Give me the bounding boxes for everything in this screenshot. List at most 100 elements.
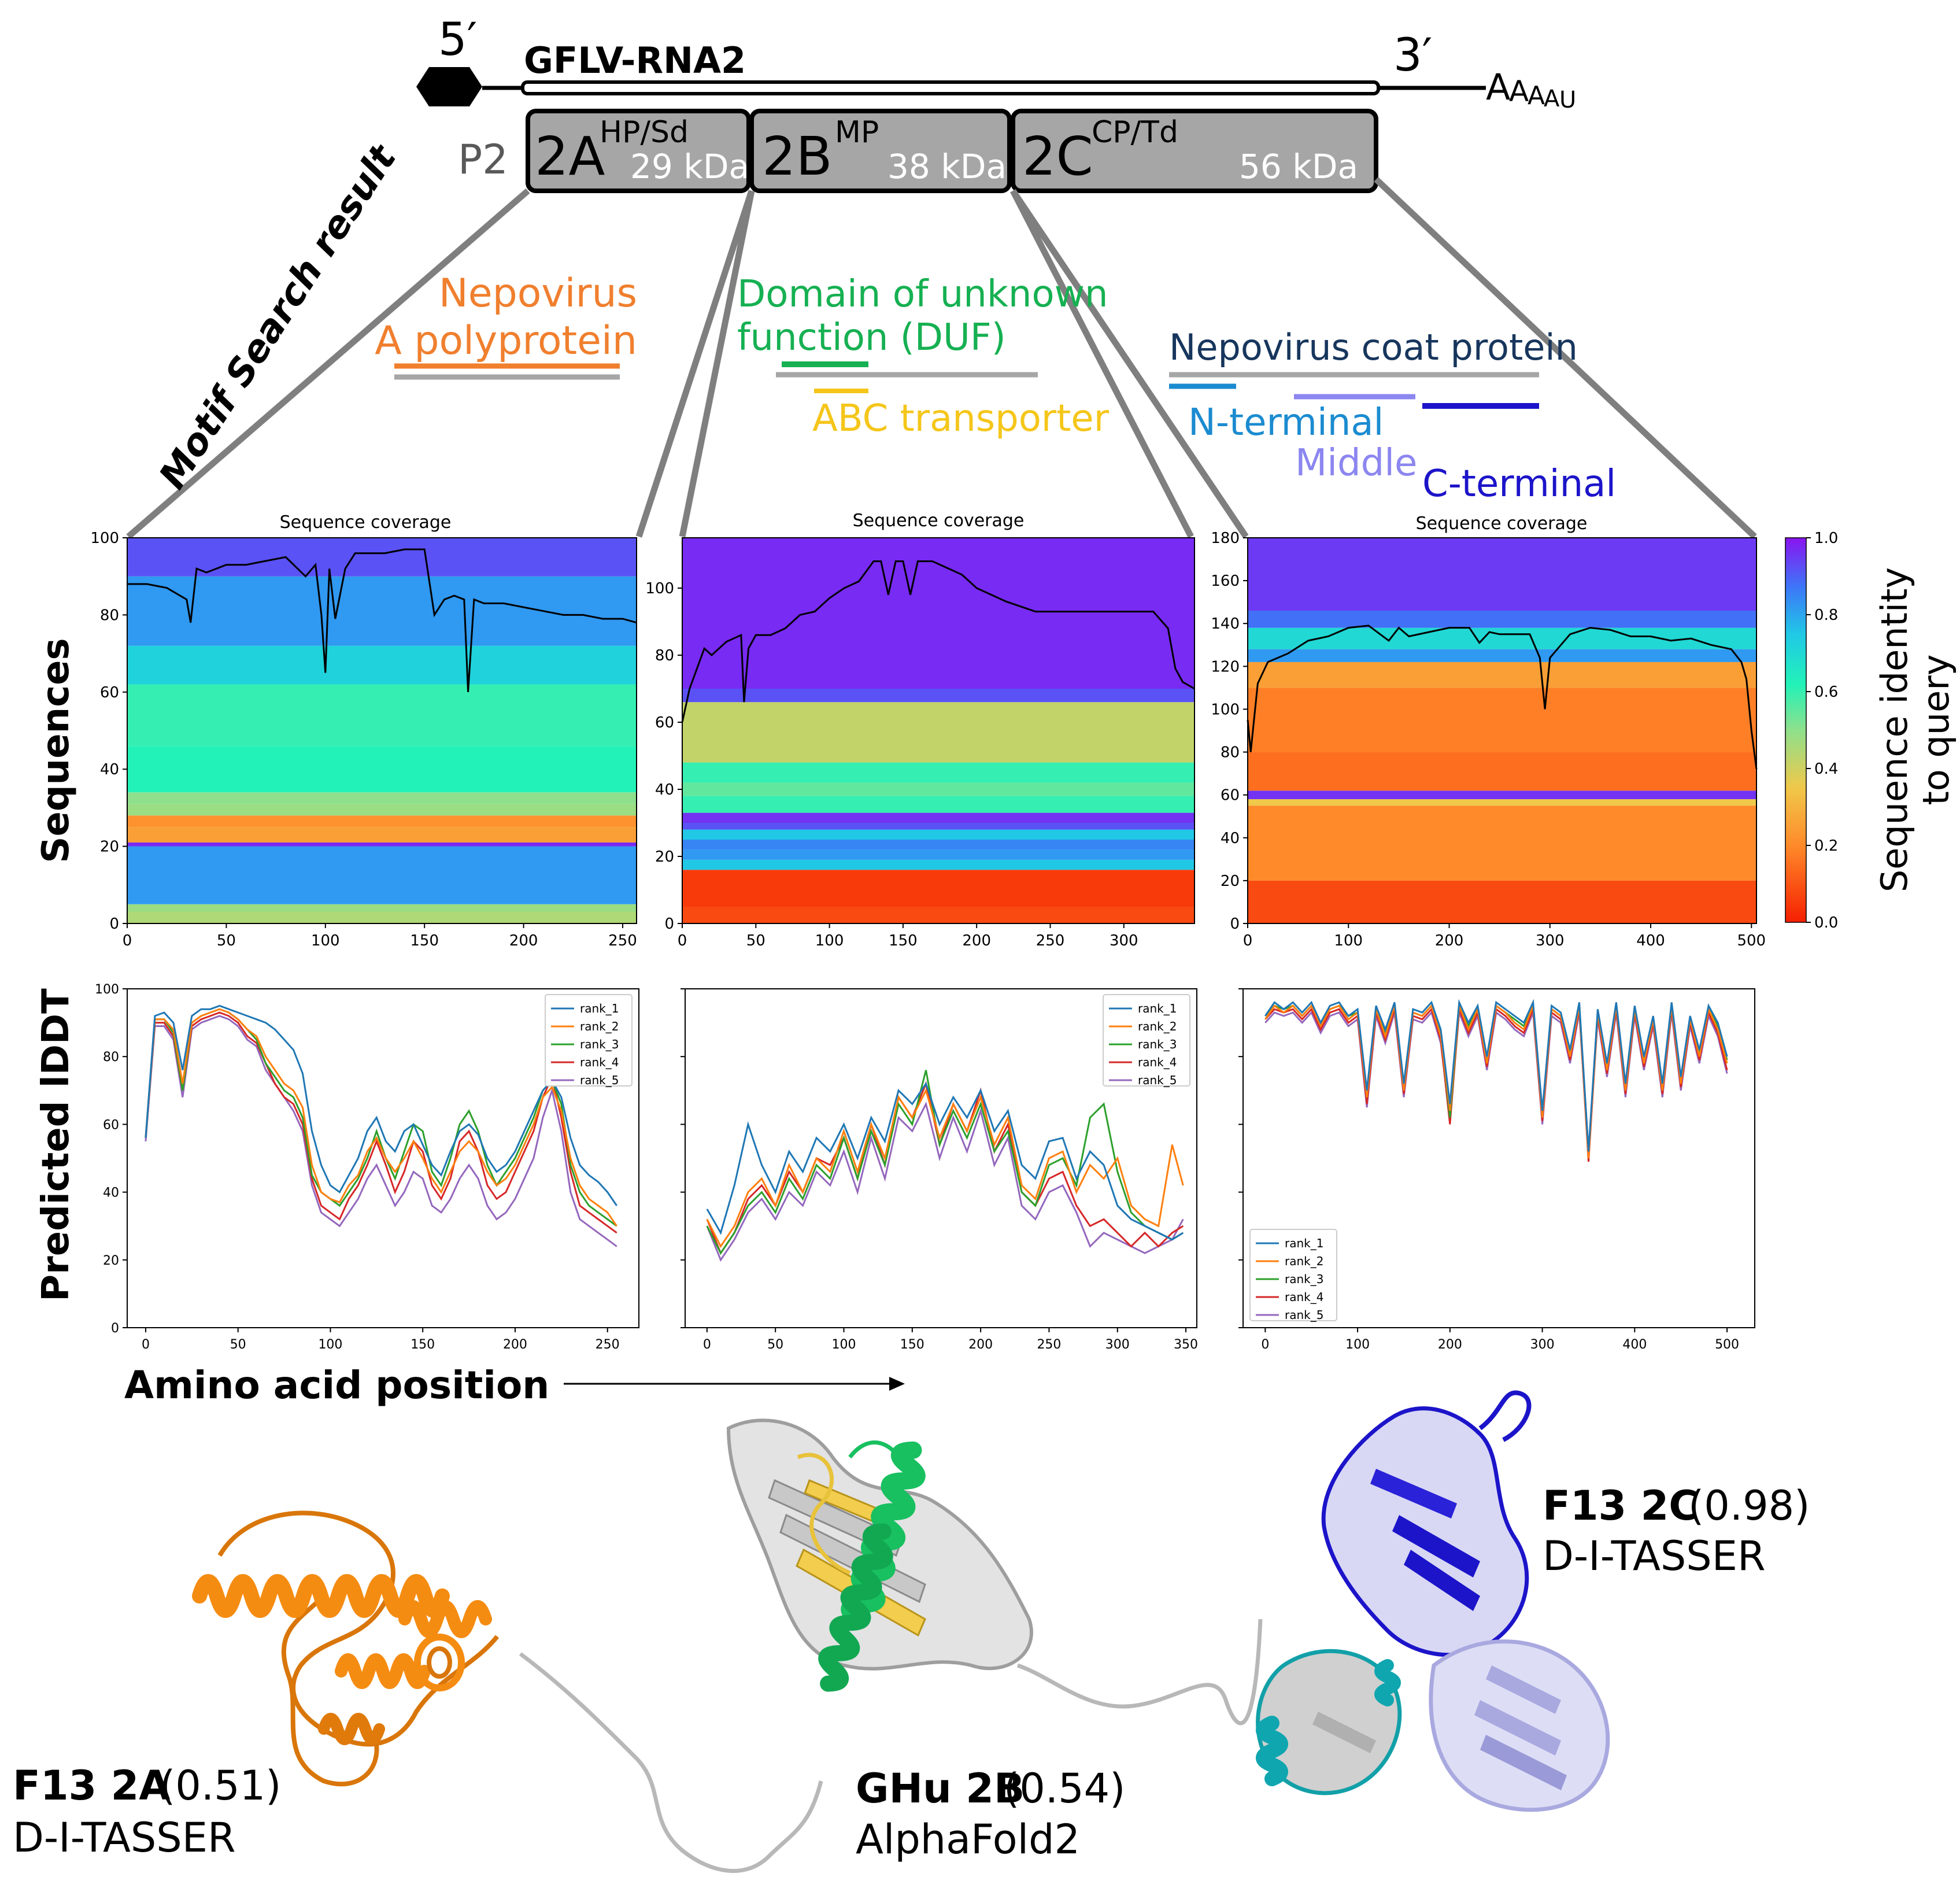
- series-line-rank_2: [706, 1088, 1184, 1248]
- colorbar-tick-label: 0.0: [1814, 914, 1838, 932]
- x-tick-label: 150: [410, 932, 439, 949]
- x-tick-label: 0: [142, 1338, 150, 1352]
- x-tick-label: 50: [230, 1338, 246, 1352]
- series-line-rank_4: [145, 1011, 617, 1234]
- connector-line: [1374, 176, 1757, 540]
- motif-c-cterm-label: C-terminal: [1422, 463, 1616, 505]
- coverage-line: [1247, 625, 1758, 770]
- x-tick-label: 200: [509, 932, 538, 949]
- structure-2a-method: D-I-TASSER: [13, 1814, 236, 1861]
- colorbar-gradient: [1785, 537, 1807, 923]
- series-line-rank_1: [145, 1004, 617, 1206]
- colorbar-tick-label: 0.2: [1814, 837, 1838, 855]
- motif-b-line1: Domain of unknown: [737, 273, 1108, 316]
- structure-helix: [335, 1653, 431, 1689]
- structure-helix: [818, 1523, 893, 1692]
- genome-map: 5′ GFLV-RNA2 3′ A A A A U P2 2A HP/Sd 29…: [416, 14, 1576, 193]
- y-tick-label: 140: [1211, 615, 1240, 633]
- y-tick-label: 100: [645, 580, 674, 597]
- series-line-rank_5: [706, 1101, 1184, 1262]
- colorbar-tick-label: 1.0: [1814, 530, 1838, 547]
- structure-disordered-tail: [519, 1652, 823, 1873]
- structure-helix: [414, 1634, 465, 1691]
- structure-helix: [1374, 1659, 1401, 1706]
- coverage-title: Sequence coverage: [1416, 513, 1588, 534]
- x-tick-label: 0: [1243, 932, 1253, 949]
- x-tick-label: 50: [746, 932, 765, 949]
- series-line-rank_4: [706, 1081, 1184, 1255]
- x-tick-label: 300: [1530, 1338, 1555, 1352]
- x-tick-label: 200: [1438, 1338, 1462, 1352]
- structure-sheet: [1312, 1712, 1376, 1753]
- structure-2c-image: [1256, 1390, 1610, 1812]
- segment-2c-name: 2C: [1022, 125, 1093, 187]
- structure-2a-image: [192, 1510, 500, 1787]
- segment-2b-box: [749, 109, 1012, 193]
- heatmap-band: [682, 538, 1195, 689]
- x-tick-label: 0: [703, 1338, 711, 1352]
- y-tick-label: 20: [1221, 873, 1240, 890]
- x-tick-label: 250: [608, 932, 637, 949]
- genome-title: GFLV-RNA2: [524, 39, 746, 82]
- x-tick-label: 100: [1334, 932, 1363, 949]
- connector-line: [679, 190, 755, 538]
- heatmap-band: [682, 782, 1195, 796]
- legend-label: rank_4: [580, 1055, 619, 1069]
- x-tick-label: 350: [1174, 1338, 1198, 1352]
- axes-frame: [682, 537, 1195, 924]
- heatmap-band: [1248, 662, 1756, 688]
- connector-line: [1010, 189, 1249, 539]
- y-tick-label: 0: [111, 1321, 119, 1336]
- series-line-rank_1: [706, 1081, 1184, 1241]
- legend-label: rank_1: [1285, 1236, 1323, 1250]
- x-tick-label: 200: [1435, 932, 1464, 949]
- structure-helix: [427, 1646, 452, 1679]
- x-tick-label: 500: [1737, 932, 1766, 949]
- y-tick-label: 60: [655, 714, 674, 731]
- y-tick-label: 100: [95, 982, 119, 997]
- legend-label: rank_1: [1138, 1002, 1177, 1015]
- y-tick-label: 160: [1211, 572, 1240, 590]
- coverage-panel-2c: Sequence coverage 0 100 200 300 400 500 0 20 40 6…: [1211, 513, 1766, 949]
- plddt-panel-2a: 0 50 100 150 200 250 0 20 40 60 80 100 rank_1 rank_2r…: [95, 982, 639, 1352]
- heatmap-band: [682, 859, 1195, 870]
- structure-sheet: [1370, 1469, 1457, 1519]
- structure-2b-method: AlphaFold2: [856, 1816, 1080, 1863]
- structure-coil: [797, 1453, 851, 1575]
- coverage-panel-2a: Sequence coverage 0 50 100 150 200 250 0 20 40 60…: [90, 512, 637, 949]
- y-tick-label: 60: [1221, 787, 1240, 804]
- x-tick-label: 100: [831, 1338, 856, 1352]
- structure-2b-image: [519, 1418, 1263, 1873]
- three-prime-label: 3′: [1393, 29, 1432, 82]
- vpg-cap-shape: [416, 67, 482, 106]
- legend-label: rank_5: [1285, 1308, 1323, 1322]
- heatmap-band: [682, 829, 1195, 840]
- series-line-rank_5: [145, 1015, 617, 1247]
- motif-search-title: Motif Search result: [151, 136, 405, 496]
- x-tick-label: 400: [1636, 932, 1665, 949]
- heatmap-band: [682, 849, 1195, 860]
- motif-a-line2: A polyprotein: [375, 318, 637, 364]
- legend-label: rank_3: [1285, 1272, 1323, 1286]
- legend-label: rank_3: [1138, 1037, 1177, 1051]
- heatmap-band: [682, 762, 1195, 783]
- structure-sheet: [1486, 1665, 1561, 1714]
- coverage-panel-2b: Sequence coverage 0 50 100 150 200 250 300 0 20 4…: [645, 511, 1195, 949]
- axes-frame: [1247, 537, 1757, 924]
- structure-2b-name: GHu 2B: [856, 1765, 1025, 1812]
- structure-coil: [217, 1510, 500, 1747]
- y-tick-label: 20: [655, 848, 674, 866]
- polya-tail: A A A A U: [1486, 66, 1576, 113]
- segment-2a-box: [526, 109, 751, 193]
- heatmap-band: [682, 812, 1195, 823]
- heatmap-band: [127, 746, 637, 793]
- segment-2a-kda: 29 kDa: [630, 147, 749, 186]
- heatmap-band: [127, 815, 637, 827]
- heatmap-band: [127, 645, 637, 685]
- y-tick-label: 120: [1211, 658, 1240, 675]
- y-tick-label: 20: [100, 838, 119, 856]
- heatmap-band: [682, 840, 1195, 850]
- x-tick-label: 100: [311, 932, 340, 949]
- plddt-panel-2c: 0 100 200 300 400 500 rank_1 rank_2 rank_3 rank_4…: [1238, 988, 1755, 1352]
